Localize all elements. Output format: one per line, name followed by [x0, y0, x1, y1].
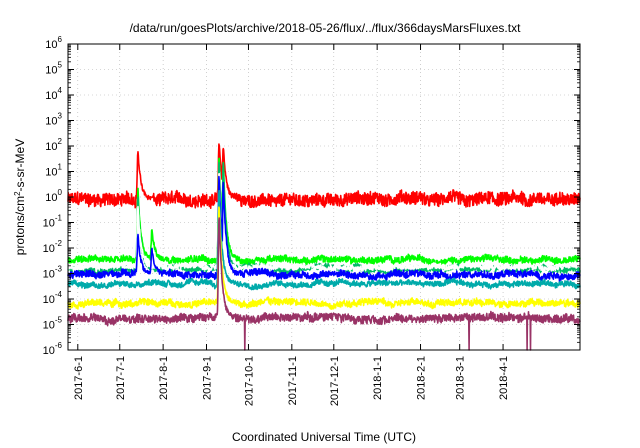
x-tick-label: 2017-11-1: [287, 356, 299, 405]
y-tick-label: 101: [45, 163, 62, 179]
x-tick-label: 2017-9-1: [201, 356, 213, 400]
x-tick-label: 2017-10-1: [243, 356, 255, 406]
y-tick-label: 104: [45, 86, 62, 102]
y-tick-label: 102: [45, 137, 62, 153]
y-axis-title-part: -s-sr-MeV: [13, 139, 27, 192]
y-tick-label: 103: [45, 112, 62, 128]
x-tick-label: 2017-12-1: [329, 356, 341, 406]
y-tick-label: 10-4: [43, 290, 63, 306]
y-tick-label: 10-3: [43, 265, 63, 281]
series-line: [67, 175, 581, 283]
x-tick-label: 2017-7-1: [115, 356, 127, 400]
x-tick-label: 2018-4-1: [498, 356, 510, 400]
series-line: [67, 157, 581, 268]
series-line: [67, 172, 581, 274]
x-axis-title: Coordinated Universal Time (UTC): [232, 430, 416, 444]
series-line: [67, 217, 581, 351]
x-axis: 2017-6-1 2017-7-1 2017-8-1 2017-9-1 2017-10-…: [73, 44, 510, 406]
y-axis-title-superscript: 2: [13, 191, 22, 196]
x-tick-label: 2018-1-1: [372, 356, 384, 400]
x-tick-label: 2017-8-1: [158, 356, 170, 400]
y-tick-label: 10-1: [43, 214, 63, 230]
y-axis-title: protons/cm2-s-sr-MeV: [13, 139, 28, 255]
series-layer: [67, 143, 581, 351]
x-tick-label: 2018-3-1: [455, 356, 467, 400]
series-line: [67, 189, 581, 291]
series-line: [67, 206, 581, 311]
x-tick-label: 2018-2-1: [416, 356, 428, 400]
y-axis-title-part: protons/cm: [13, 196, 27, 255]
y-tick-label: 10-6: [43, 341, 63, 357]
x-tick-label: 2017-6-1: [73, 356, 85, 400]
chart-title: /data/run/goesPlots/archive/2018-05-26/f…: [130, 21, 522, 35]
y-tick-label: 10-5: [43, 316, 63, 332]
y-tick-label: 106: [45, 35, 62, 51]
y-axis: 10-6 10-5 10-4 10-3 10-2 10-1 100 101 102 103 104 1…: [43, 35, 580, 357]
series-line: [67, 143, 581, 209]
y-tick-label: 105: [45, 61, 62, 77]
y-tick-label: 100: [45, 188, 62, 204]
y-tick-label: 10-2: [43, 239, 63, 255]
